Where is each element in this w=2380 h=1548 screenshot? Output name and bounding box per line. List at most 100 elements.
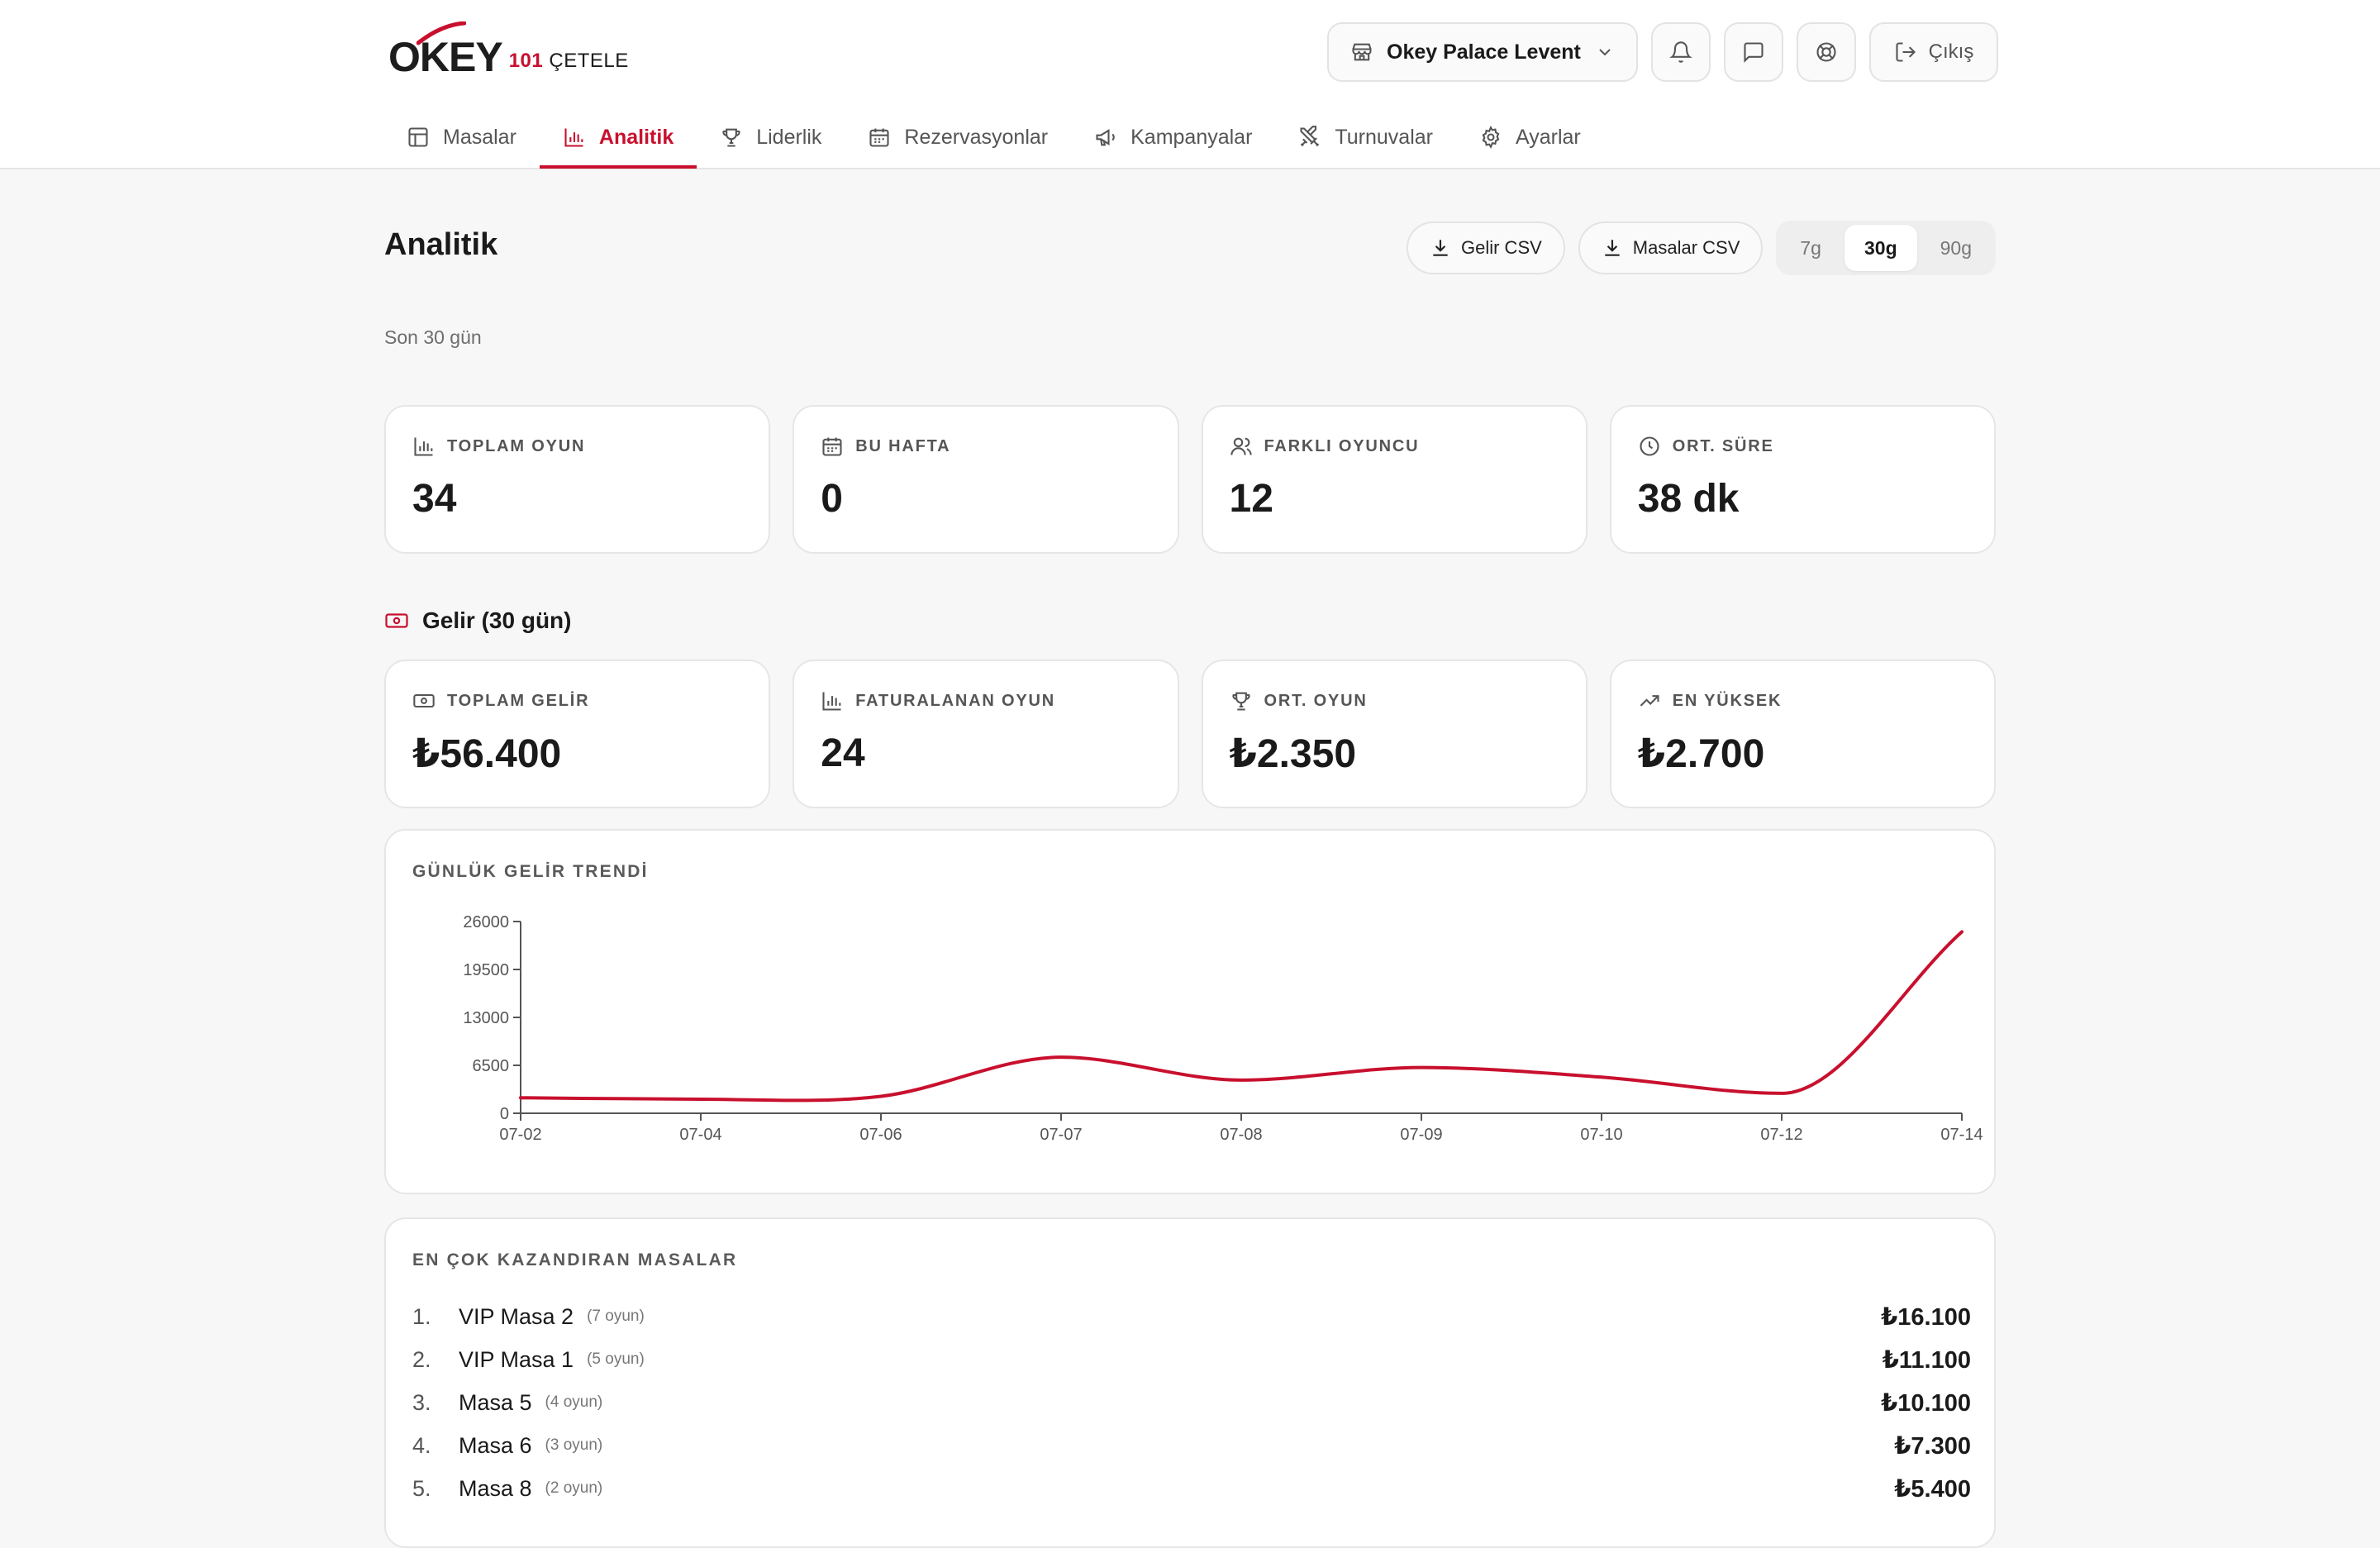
revenue-amount: ₺11.100 (1882, 1346, 1971, 1374)
logout-button[interactable]: Çıkış (1869, 22, 1998, 82)
tab-ayarlar[interactable]: Ayarlar (1456, 106, 1604, 169)
table-row[interactable]: 4. Masa 6 (3 oyun) ₺7.300 (412, 1424, 1971, 1467)
stat-label-text: ORT. SÜRE (1672, 436, 1774, 455)
revenue-csv-label: Gelir CSV (1461, 237, 1542, 258)
tab-kampanyalar[interactable]: Kampanyalar (1071, 106, 1275, 169)
daily-revenue-chart: 0 6500 13000 19500 26000 07-02 07-04 07-06 07-07… (463, 913, 1983, 1144)
y-tick-label: 26000 (463, 913, 509, 931)
top-tables-card: EN ÇOK KAZANDIRAN MASALAR 1. VIP Masa 2 (7… (384, 1217, 1996, 1548)
table-row[interactable]: 1. VIP Masa 2 (7 oyun) ₺16.100 (412, 1295, 1971, 1338)
tables-csv-label: Masalar CSV (1632, 237, 1740, 258)
stat-card-avg-game: ORT. OYUN ₺2.350 (1201, 660, 1587, 808)
stat-label: FATURALANAN OYUN (821, 689, 1150, 712)
messages-button[interactable] (1724, 22, 1783, 82)
stat-card-this-week: BU HAFTA 0 (793, 405, 1179, 554)
notifications-button[interactable] (1651, 22, 1711, 82)
page-title: Analitik (384, 227, 498, 262)
stat-card-avg-duration: ORT. SÜRE 38 dk (1609, 405, 1996, 554)
revenue-amount: ₺5.400 (1894, 1475, 1971, 1503)
stat-label: EN YÜKSEK (1638, 689, 1968, 712)
table-row[interactable]: 2. VIP Masa 1 (5 oyun) ₺11.100 (412, 1338, 1971, 1381)
gear-icon (1482, 126, 1500, 149)
revenue-section-title: Gelir (30 gün) (384, 607, 571, 634)
x-tick-label: 07-06 (859, 1126, 902, 1144)
x-tick-label: 07-02 (499, 1126, 541, 1144)
download-icon (1433, 240, 1448, 256)
message-icon (1744, 42, 1764, 64)
banknote-icon (385, 613, 408, 628)
x-tick-label: 07-09 (1400, 1126, 1442, 1144)
table-icon (408, 127, 428, 147)
support-button[interactable] (1797, 22, 1856, 82)
rank-number: 3. (412, 1389, 431, 1415)
stat-label-text: TOPLAM GELİR (447, 691, 590, 710)
stats-row: TOPLAM OYUN 34 BU HAFTA 0 FARKLI OYUNCU … (384, 405, 1996, 554)
page-toolbar: Gelir CSV Masalar CSV 7g 30g 90g (1407, 221, 1996, 275)
table-name: Masa 5 (459, 1389, 532, 1415)
chart-title: GÜNLÜK GELİR TRENDİ (412, 862, 649, 881)
range-90g[interactable]: 90g (1940, 236, 1972, 259)
stat-value: 34 (412, 477, 457, 521)
stat-label: TOPLAM GELİR (412, 689, 742, 712)
bar-chart-icon (822, 692, 841, 711)
rank-number: 1. (412, 1303, 431, 1329)
header-actions: Okey Palace Levent Çıkış (1327, 22, 1998, 82)
stat-label-text: ORT. OYUN (1264, 691, 1368, 710)
stat-label: ORT. SÜRE (1638, 435, 1968, 458)
users-icon (1230, 437, 1252, 455)
stat-value: 0 (821, 477, 843, 521)
stat-value: ₺2.350 (1229, 732, 1357, 776)
tab-analitik[interactable]: Analitik (539, 106, 697, 169)
revenue-amount: ₺10.100 (1881, 1389, 1971, 1417)
tab-label: Ayarlar (1516, 125, 1581, 149)
table-name: Masa 8 (459, 1475, 532, 1501)
trophy-icon (1231, 692, 1250, 711)
stat-label: TOPLAM OYUN (412, 435, 742, 458)
stat-value: ₺56.400 (412, 732, 562, 776)
tab-label: Liderlik (756, 125, 822, 149)
bell-icon (1669, 41, 1692, 63)
logo-sub-text: 101 ÇETELE (509, 50, 629, 73)
rank-number: 4. (412, 1432, 431, 1458)
rank-number: 2. (412, 1346, 431, 1372)
revenue-amount: ₺7.300 (1894, 1432, 1971, 1460)
brand-logo[interactable]: OKEY 101 ÇETELE (388, 21, 629, 86)
logout-label: Çıkış (1928, 40, 1974, 63)
tab-masalar[interactable]: Masalar (388, 106, 540, 169)
tables-csv-button[interactable]: Masalar CSV (1578, 221, 1764, 274)
bar-chart-icon (414, 437, 433, 456)
x-tick-label: 07-08 (1220, 1126, 1262, 1144)
table-row[interactable]: 3. Masa 5 (4 oyun) ₺10.100 (412, 1381, 1971, 1424)
game-count: (7 oyun) (587, 1307, 645, 1325)
table-row[interactable]: 5. Masa 8 (2 oyun) ₺5.400 (412, 1467, 1971, 1510)
range-30g[interactable]: 30g (1844, 225, 1917, 271)
revenue-csv-button[interactable]: Gelir CSV (1407, 221, 1565, 274)
stat-label-text: FARKLI OYUNCU (1264, 436, 1420, 455)
tab-rezervasyonlar[interactable]: Rezervasyonlar (845, 106, 1071, 169)
stat-card-billed-games: FATURALANAN OYUN 24 (793, 660, 1179, 808)
trophy-icon (722, 128, 740, 147)
stat-label: FARKLI OYUNCU (1230, 435, 1559, 458)
tab-turnuvalar[interactable]: Turnuvalar (1275, 106, 1456, 169)
stat-value: 12 (1229, 477, 1273, 521)
x-tick-label: 07-04 (679, 1126, 721, 1144)
calendar-icon (869, 128, 889, 147)
stat-value: 38 dk (1637, 477, 1740, 521)
range-7g[interactable]: 7g (1800, 236, 1821, 259)
tab-label: Masalar (443, 125, 516, 149)
game-count: (3 oyun) (545, 1436, 603, 1454)
game-count: (2 oyun) (545, 1479, 603, 1497)
chevron-down-icon (1599, 49, 1611, 56)
stat-label-text: BU HAFTA (855, 436, 951, 455)
tab-label: Kampanyalar (1130, 125, 1253, 149)
stat-card-total-revenue: TOPLAM GELİR ₺56.400 (384, 660, 771, 808)
venue-selector[interactable]: Okey Palace Levent (1327, 22, 1638, 82)
daily-revenue-chart-card: GÜNLÜK GELİR TRENDİ 0 6500 13000 19500 26000… (384, 829, 1996, 1194)
tab-liderlik[interactable]: Liderlik (697, 106, 845, 169)
table-name: Masa 6 (459, 1432, 532, 1458)
trending-up-icon (1640, 695, 1659, 707)
tab-label: Turnuvalar (1335, 125, 1433, 149)
stat-label: BU HAFTA (821, 435, 1150, 458)
banknote-icon (413, 693, 435, 708)
x-tick-label: 07-14 (1940, 1126, 1983, 1144)
